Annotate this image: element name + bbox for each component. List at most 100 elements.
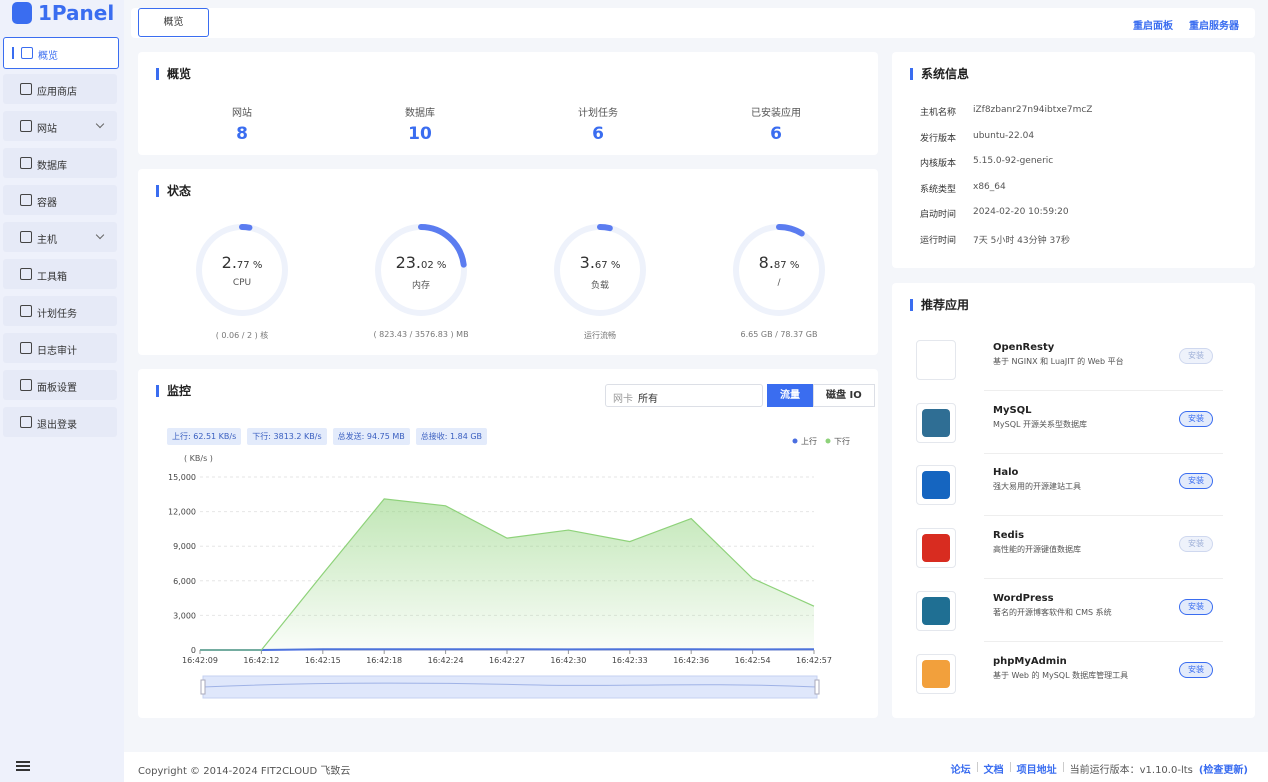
app-desc: 基于 Web 的 MySQL 数据库管理工具	[993, 670, 1129, 680]
stat-label: 网站	[232, 108, 252, 119]
divider	[984, 640, 1223, 642]
x-tick-label: 16:42:24	[428, 656, 464, 665]
y-tick-label: 9,000	[173, 542, 196, 551]
gauge-value: 23.02 %	[371, 253, 471, 272]
menu-item[interactable]: 网站	[3, 111, 117, 141]
footer-link[interactable]: 项目地址	[1016, 765, 1057, 776]
mode-buttons: 流量 磁盘 IO	[767, 384, 875, 407]
y-tick-label: 3,000	[173, 611, 196, 620]
stat-label: 数据库	[405, 108, 435, 119]
info-value: 2024-02-20 10:59:20	[973, 207, 1069, 217]
menu-icon	[20, 305, 32, 317]
x-tick-label: 16:42:57	[796, 656, 832, 665]
gauge-arc	[776, 224, 805, 237]
gauge-minor: 67 %	[594, 260, 621, 271]
y-tick-label: 6,000	[173, 577, 196, 586]
stat-label: 已安装应用	[751, 108, 801, 119]
brand: 1Panel	[38, 1, 115, 25]
zoom-track	[202, 675, 818, 699]
version: 当前运行版本：v1.10.0-lts	[1069, 765, 1193, 776]
menu-item[interactable]: 概览	[3, 37, 119, 69]
menu-label: 主机	[37, 235, 57, 246]
footer-link[interactable]: 文档	[983, 765, 1004, 776]
actions: 重启面板 重启服务器	[1133, 17, 1239, 32]
info-value: ubuntu-22.04	[973, 130, 1035, 141]
y-tick-label: 15,000	[168, 473, 196, 482]
menu-item[interactable]: 容器	[3, 185, 117, 215]
menu-label: 计划任务	[37, 309, 77, 320]
app-icon-frame	[916, 653, 956, 694]
info-value: 7天 5小时 43分钟 37秒	[973, 235, 1070, 246]
install-button[interactable]: 安装	[1179, 473, 1213, 490]
gauge-major: 23.	[395, 253, 422, 272]
info-key: 启动时间	[920, 210, 957, 220]
app-icon-frame	[916, 528, 956, 569]
card-title: 系统信息	[910, 68, 969, 80]
menu-label: 退出登录	[37, 420, 77, 431]
select-value: 所有	[638, 394, 658, 405]
menu-item[interactable]: 面板设置	[3, 370, 117, 400]
menu-icon	[21, 47, 33, 59]
menu-item[interactable]: 主机	[3, 222, 117, 252]
zoom-handle	[200, 679, 206, 695]
stat-value[interactable]: 6	[770, 124, 782, 144]
separator	[1062, 762, 1064, 772]
x-tick-label: 16:42:36	[673, 656, 709, 665]
recommend-card: 推荐应用 OpenResty 基于 NGINX 和 LuaJIT 的 Web 平台…	[892, 283, 1255, 718]
menu-item[interactable]: 退出登录	[3, 407, 117, 437]
app-name[interactable]: MySQL	[993, 404, 1032, 416]
mode-button[interactable]: 流量	[767, 384, 813, 407]
menu-item[interactable]: 数据库	[3, 148, 117, 178]
series-area	[200, 498, 814, 650]
gauges	[196, 224, 825, 316]
install-button[interactable]: 安装	[1179, 598, 1213, 615]
nic-select[interactable]: 网卡 所有	[605, 384, 763, 407]
gauge-minor: 77 %	[236, 260, 263, 271]
update-link[interactable]: (检查更新)	[1198, 765, 1248, 776]
gauge-detail: 6.65 GB / 78.37 GB	[740, 330, 818, 339]
app-name[interactable]: OpenResty	[993, 342, 1055, 353]
stat-chips: 上行: 62.51 KB/s 下行: 3813.2 KB/s 总发送: 94.75 …	[167, 428, 488, 445]
y-tick-label: 12,000	[168, 508, 196, 517]
install-button[interactable]: 安装	[1179, 661, 1213, 678]
top-action[interactable]: 重启面板	[1133, 21, 1173, 32]
card-title: 推荐应用	[910, 299, 969, 311]
menu-label: 容器	[37, 198, 57, 209]
divider	[984, 515, 1223, 517]
app-name[interactable]: phpMyAdmin	[993, 655, 1067, 667]
legend-label: 上行	[801, 436, 817, 446]
gauge-label: 负载	[590, 281, 609, 291]
gauge-detail: ( 823.43 / 3576.83 ) MB	[373, 330, 469, 339]
footer-link[interactable]: 论坛	[950, 765, 971, 776]
legend-dot	[825, 438, 831, 444]
copyright: Copyright © 2014-2024 FIT2CLOUD 飞致云	[138, 766, 351, 777]
menu-item[interactable]: 应用商店	[3, 74, 117, 104]
chevron	[95, 230, 105, 240]
mode-button[interactable]: 磁盘 IO	[813, 384, 875, 407]
stat-label: 计划任务	[578, 108, 618, 119]
collapse-menu[interactable]	[16, 761, 30, 763]
zoom-preview	[202, 682, 818, 688]
top-action[interactable]: 重启服务器	[1189, 21, 1239, 32]
stat-value[interactable]: 10	[408, 124, 432, 144]
app-name[interactable]: Redis	[993, 530, 1025, 542]
app-name[interactable]: WordPress	[993, 592, 1054, 604]
gauge-detail: 运行流畅	[584, 331, 616, 340]
app-name[interactable]: Halo	[993, 467, 1019, 479]
info-value: 5.15.0-92-generic	[973, 156, 1054, 166]
gauge-label: CPU	[232, 278, 252, 288]
gauge-arc	[597, 224, 613, 232]
install-button[interactable]: 安装	[1179, 410, 1213, 427]
y-tick-label: 0	[191, 646, 196, 655]
menu-item[interactable]: 日志审计	[3, 333, 117, 363]
stat-value[interactable]: 6	[592, 124, 604, 144]
sidebar: 1Panel 概览应用商店网站数据库容器主机工具箱计划任务日志审计面板设置退出登…	[0, 0, 124, 782]
gauge-detail: ( 0.06 / 2 ) 核	[215, 331, 269, 340]
menu-item[interactable]: 工具箱	[3, 259, 117, 289]
tab[interactable]: 概览	[138, 8, 209, 37]
zoom-handle	[814, 679, 820, 695]
stat-value[interactable]: 8	[236, 124, 248, 144]
menu-icon	[20, 120, 32, 132]
menu-item[interactable]: 计划任务	[3, 296, 117, 326]
menu-icon	[20, 342, 32, 354]
